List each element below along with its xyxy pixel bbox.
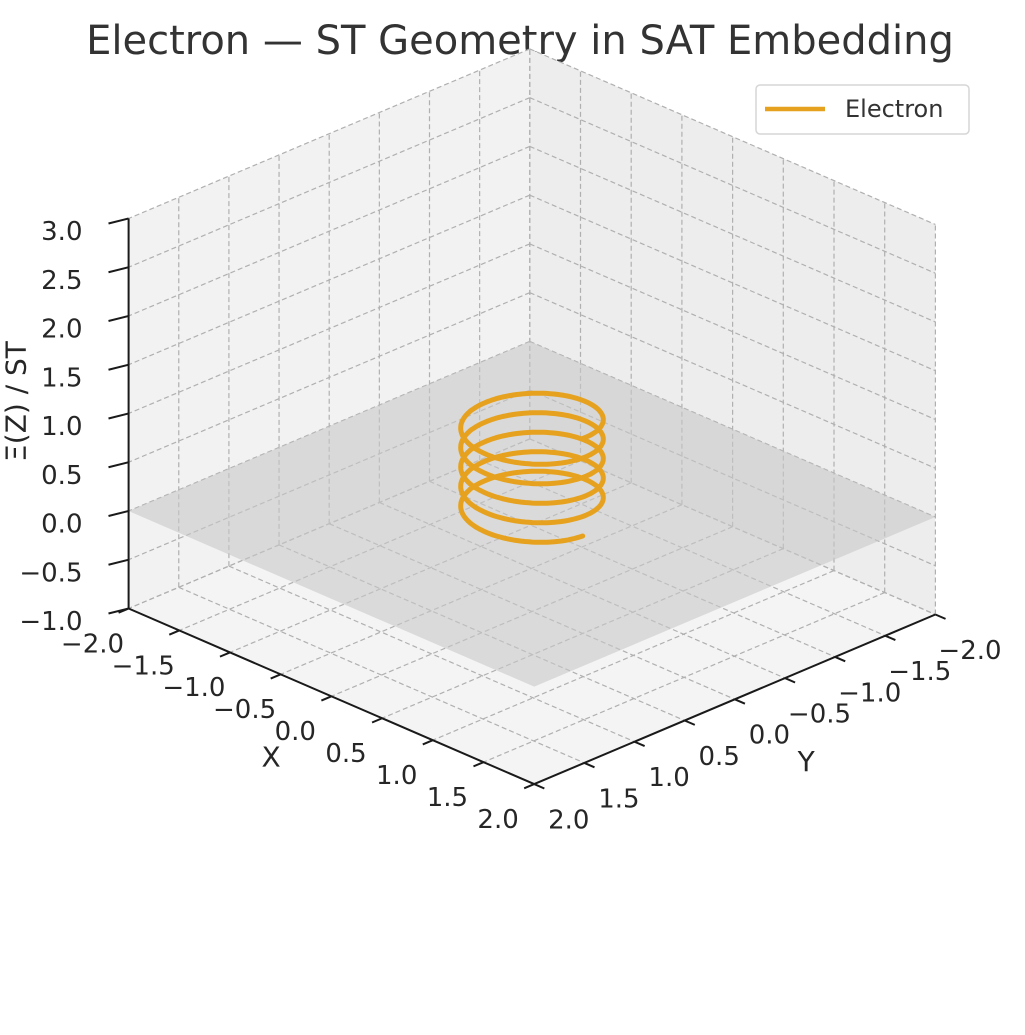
x-tick-mark — [219, 651, 231, 658]
plane-z0 — [128, 341, 936, 687]
z-tick-label: 2.5 — [41, 266, 82, 296]
tick-labels: −2.0−1.5−1.0−0.50.00.51.01.52.0−2.0−1.5−… — [19, 217, 1001, 835]
y-tick-mark — [834, 655, 846, 663]
grid-floor-y — [178, 586, 585, 764]
grid-wall-z-a — [529, 97, 936, 274]
y-tick-mark — [533, 783, 545, 790]
grid-wall-z-a — [529, 145, 936, 323]
y-tick-mark — [884, 634, 896, 642]
z-tick-label: −0.5 — [19, 559, 82, 589]
y-tick-label: 0.0 — [749, 721, 790, 751]
z-tick-mark — [108, 266, 129, 274]
x-tick-label: −2.0 — [61, 629, 124, 659]
grid-floor-y — [228, 565, 635, 743]
grid-wall-z-b — [128, 243, 531, 415]
z-tick-mark — [108, 461, 129, 469]
z-tick-mark — [108, 412, 129, 420]
z-tick-mark — [108, 558, 129, 566]
x-tick-label: 0.0 — [275, 717, 316, 747]
y-tick-label: 1.5 — [598, 784, 639, 814]
y-tick-mark — [784, 677, 796, 684]
y-tick-label: −1.5 — [888, 657, 951, 687]
x-tick-mark — [523, 783, 535, 790]
y-tick-mark — [583, 761, 595, 769]
grid-wall-z-b — [128, 48, 531, 220]
x-tick-mark — [320, 695, 332, 702]
legend-box — [755, 84, 970, 135]
z-tick-label: −1.0 — [19, 607, 82, 637]
z0-plane — [128, 341, 936, 687]
y-tick-mark — [684, 719, 696, 726]
x-tick-mark — [422, 739, 434, 746]
y-tick-label: 2.0 — [548, 806, 589, 836]
y-tick-label: −0.5 — [788, 700, 851, 730]
z-tick-label: 0.0 — [41, 510, 82, 540]
x-axis-line — [128, 607, 535, 786]
x-tick-label: 0.5 — [325, 739, 366, 769]
z-tick-label: 1.0 — [41, 412, 82, 442]
x-axis-label: X — [262, 741, 281, 774]
z-tick-mark — [108, 363, 129, 371]
y-tick-mark — [634, 740, 646, 748]
y-tick-label: 1.0 — [648, 763, 689, 793]
z-tick-mark — [108, 217, 129, 225]
grid-wall-z-a — [529, 292, 936, 469]
y-tick-label: −1.0 — [838, 678, 901, 708]
z-tick-mark — [108, 315, 129, 322]
x-tick-mark — [270, 673, 282, 680]
grid-wall-z-b — [128, 145, 531, 317]
axis-labels: X Y Ξ(Z) / ST — [0, 340, 816, 778]
series-layer — [458, 390, 606, 545]
z-tick-mark — [108, 510, 129, 517]
z-tick-label: 2.0 — [41, 315, 82, 345]
y-axis-label: Y — [797, 745, 816, 778]
grid-wall-z-b — [128, 292, 531, 463]
x-tick-label: −1.0 — [162, 673, 225, 703]
z-tick-label: 3.0 — [41, 217, 82, 247]
x-tick-label: −0.5 — [213, 695, 276, 725]
legend-label: Electron — [845, 95, 943, 123]
z-tick-label: 0.5 — [41, 461, 82, 491]
y-tick-mark — [935, 613, 946, 620]
axis-lines — [108, 217, 946, 790]
legend: Electron — [755, 84, 970, 135]
x-tick-mark — [473, 761, 484, 768]
grid-wall-z-b — [128, 194, 531, 366]
grid-wall-z-a — [529, 48, 936, 226]
x-tick-label: 1.0 — [376, 761, 417, 791]
grid-wall-z-b — [128, 97, 531, 268]
y-tick-label: 0.5 — [699, 742, 740, 772]
x-tick-label: 1.5 — [427, 783, 468, 813]
grid-wall-z-a — [529, 243, 936, 421]
y-tick-mark — [734, 698, 746, 705]
x-tick-mark — [168, 629, 180, 636]
z-tick-mark — [108, 607, 129, 615]
grid-wall-z-a — [529, 194, 936, 372]
z-tick-label: 1.5 — [41, 364, 82, 394]
x-tick-label: 2.0 — [477, 805, 518, 835]
x-tick-mark — [371, 717, 383, 724]
z-axis-label: Ξ(Z) / ST — [0, 340, 33, 462]
series-line-0 — [458, 390, 606, 545]
y-tick-label: −2.0 — [938, 636, 1001, 666]
x-tick-label: −1.5 — [112, 651, 175, 681]
